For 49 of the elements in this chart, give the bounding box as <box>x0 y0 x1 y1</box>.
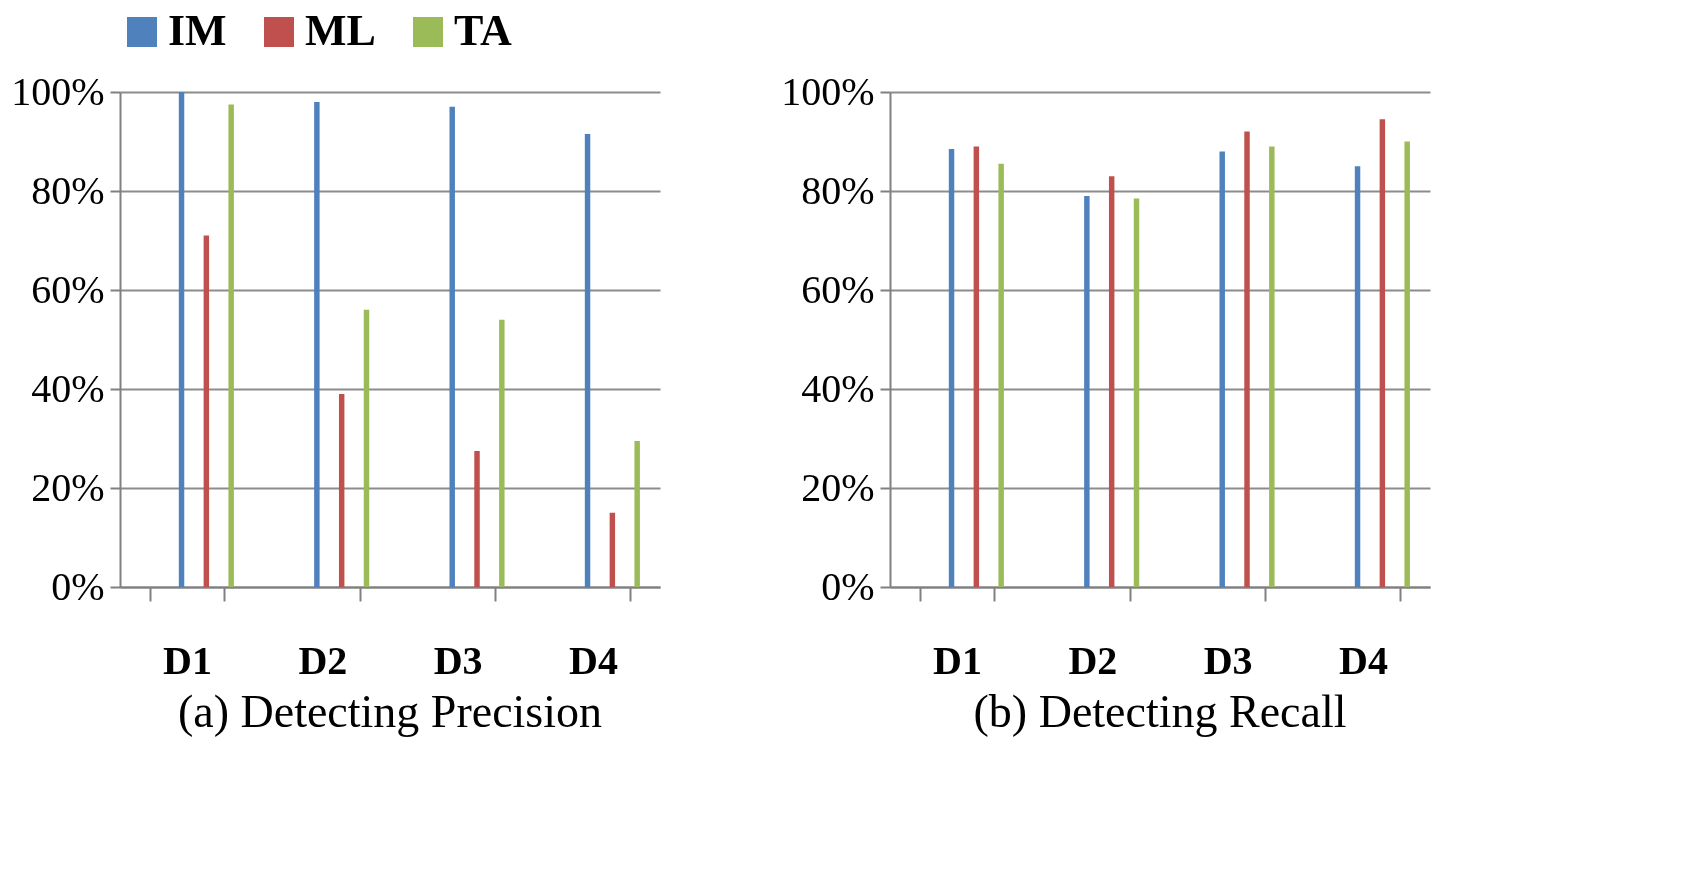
bar <box>499 319 505 587</box>
x-tick-label: D4 <box>569 637 618 683</box>
text: (b) Detecting Recall <box>973 686 1347 737</box>
legend-label: IM <box>168 6 227 55</box>
bar <box>1379 119 1386 587</box>
bar <box>973 146 980 587</box>
x-tick-label: D3 <box>1203 637 1253 683</box>
bar <box>203 235 210 587</box>
x-tick-label: D2 <box>1068 637 1118 683</box>
bar <box>634 440 640 587</box>
y-tick-label: 20% <box>31 464 105 510</box>
bar <box>1354 166 1361 587</box>
legend-label: ML <box>305 6 376 55</box>
x-tick-label: D2 <box>298 637 348 683</box>
bar <box>1269 146 1275 587</box>
y-tick-label: 100% <box>11 68 105 114</box>
x-tick-label: D3 <box>433 637 483 683</box>
bar <box>1108 176 1115 587</box>
bar <box>1404 141 1410 587</box>
bar <box>314 101 320 587</box>
y-tick-label: 60% <box>31 266 105 312</box>
y-tick-label: 60% <box>801 266 875 312</box>
x-tick-label: D1 <box>163 637 212 683</box>
y-tick-label: 100% <box>781 68 875 114</box>
bar <box>998 163 1004 587</box>
bar <box>948 148 955 587</box>
bar <box>474 450 480 587</box>
legend-label: TA <box>454 6 513 55</box>
y-tick-label: 0% <box>51 563 105 609</box>
bar <box>338 393 345 587</box>
text: (a) Detecting Precision <box>177 686 603 737</box>
bar <box>1133 198 1140 587</box>
y-tick-label: 80% <box>31 167 105 213</box>
bar <box>609 512 616 587</box>
bar <box>178 92 185 587</box>
x-tick-label: D4 <box>1339 637 1388 683</box>
bar <box>1219 151 1225 587</box>
y-tick-label: 40% <box>31 365 105 411</box>
y-tick-label: 20% <box>801 464 875 510</box>
y-tick-label: 80% <box>801 167 875 213</box>
bar <box>1244 131 1250 587</box>
bar <box>363 309 370 587</box>
x-tick-label: D1 <box>933 637 982 683</box>
bar <box>449 106 455 587</box>
bar <box>584 134 591 587</box>
bar <box>228 104 234 587</box>
y-tick-label: 40% <box>801 365 875 411</box>
y-tick-label: 0% <box>821 563 875 609</box>
bar <box>1084 195 1090 587</box>
